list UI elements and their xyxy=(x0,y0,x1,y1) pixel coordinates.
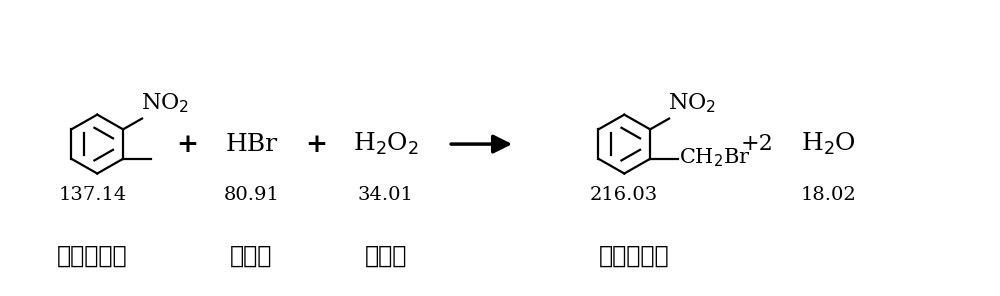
Text: HBr: HBr xyxy=(225,133,277,156)
Text: 80.91: 80.91 xyxy=(223,186,279,204)
Text: +: + xyxy=(305,132,327,157)
Text: 216.03: 216.03 xyxy=(590,186,658,204)
Text: CH$_2$Br: CH$_2$Br xyxy=(679,147,751,169)
Text: 137.14: 137.14 xyxy=(58,186,126,204)
Text: +2: +2 xyxy=(741,133,773,155)
Text: 邻硕基甲芯: 邻硕基甲芯 xyxy=(57,244,128,268)
Text: H$_2$O: H$_2$O xyxy=(801,131,856,157)
Text: NO$_2$: NO$_2$ xyxy=(668,91,716,115)
Text: 34.01: 34.01 xyxy=(358,186,414,204)
Text: 18.02: 18.02 xyxy=(800,186,856,204)
Text: H$_2$O$_2$: H$_2$O$_2$ xyxy=(353,131,419,157)
Text: +: + xyxy=(176,132,198,157)
Text: NO$_2$: NO$_2$ xyxy=(141,91,189,115)
Text: 邻硕基渴芯: 邻硕基渴芯 xyxy=(599,244,670,268)
Text: 氪渴酸: 氪渴酸 xyxy=(230,244,273,268)
Text: 双氧水: 双氧水 xyxy=(364,244,407,268)
